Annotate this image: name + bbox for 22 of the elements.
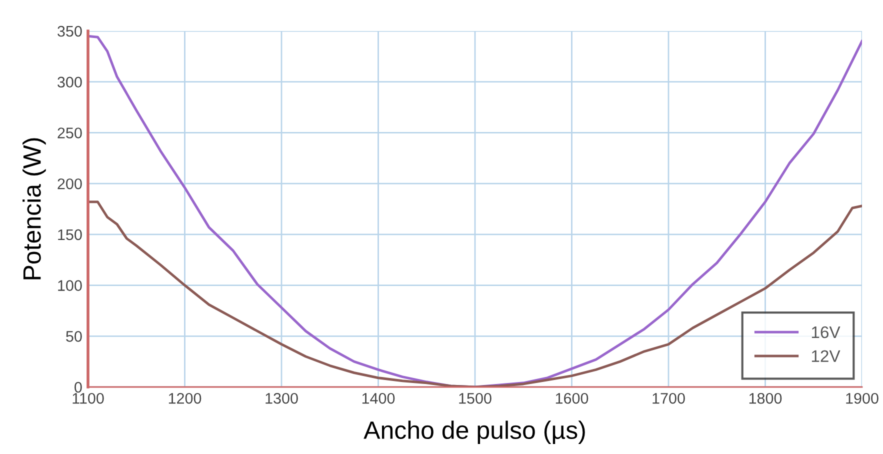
y-tick-label: 0 bbox=[74, 382, 82, 393]
y-tick-label: 100 bbox=[58, 280, 82, 291]
x-tick-label: 1500 bbox=[459, 392, 492, 404]
x-tick-label: 1900 bbox=[846, 392, 878, 404]
legend-label: 16V bbox=[812, 326, 840, 338]
y-tick-label: 50 bbox=[66, 331, 82, 342]
y-tick-label: 150 bbox=[58, 229, 82, 240]
y-tick-label: 350 bbox=[58, 26, 82, 37]
x-tick-label: 1800 bbox=[749, 392, 782, 404]
x-tick-label: 1700 bbox=[652, 392, 685, 404]
x-tick-label: 1400 bbox=[362, 392, 395, 404]
y-axis-title: Potencia (W) bbox=[22, 138, 46, 280]
x-tick-label: 1100 bbox=[72, 392, 104, 404]
y-tick-label: 250 bbox=[58, 128, 82, 138]
x-tick-label: 1200 bbox=[168, 392, 202, 404]
x-axis-title: Ancho de pulso (µs) bbox=[364, 420, 585, 444]
x-tick-label: 1300 bbox=[266, 392, 298, 404]
y-tick-label: 300 bbox=[58, 76, 82, 88]
x-tick-label: 1600 bbox=[556, 392, 588, 404]
y-tick-label: 200 bbox=[58, 178, 82, 190]
line-series bbox=[88, 34, 862, 387]
legend-label: 12V bbox=[812, 350, 840, 362]
